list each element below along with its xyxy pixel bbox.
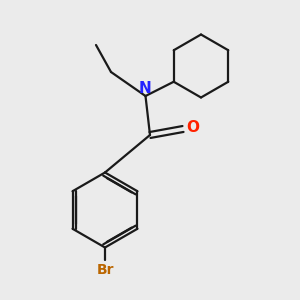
Text: Br: Br (96, 262, 114, 277)
Text: O: O (187, 120, 200, 135)
Text: N: N (139, 81, 152, 96)
